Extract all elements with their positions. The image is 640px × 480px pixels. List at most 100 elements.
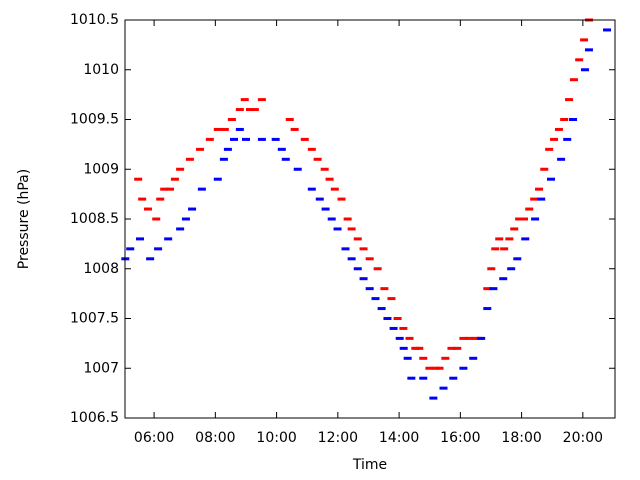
y-axis-label: Pressure (hPa) [16,169,32,269]
x-tick-label: 20:00 [563,430,603,446]
point [293,167,302,171]
point [500,247,509,251]
point [227,118,236,121]
point [395,336,404,340]
point [188,207,197,211]
point [176,227,185,231]
point [399,326,408,330]
point [315,197,324,201]
y-tick-label: 1008 [83,261,119,277]
point [525,207,534,211]
x-tick-label: 06:00 [134,430,174,446]
point [380,287,389,291]
x-tick-label: 10:00 [256,430,296,446]
point [365,287,374,291]
point [235,127,244,131]
y-tick-label: 1007 [83,360,119,376]
y-tick-label: 1009 [83,161,119,177]
point [453,346,462,350]
point [359,277,368,281]
point [580,38,589,42]
point [300,137,309,141]
point [477,336,486,340]
point [257,98,266,102]
point [563,137,572,141]
point [285,118,294,121]
point [181,217,190,221]
point [383,317,392,320]
point [487,267,496,271]
point [507,267,516,271]
point [213,127,222,131]
point [250,108,259,112]
y-tick-label: 1010 [83,62,119,78]
point [569,118,578,121]
point [307,147,316,151]
point [491,247,500,251]
point [515,217,524,221]
point [489,287,498,291]
point [235,108,244,112]
y-tick-label: 1006.5 [70,410,119,426]
point [439,386,448,390]
point [164,237,173,241]
point [327,217,336,221]
point [320,167,329,171]
point [213,177,222,181]
point [371,297,380,301]
point [415,346,424,350]
point [447,346,456,350]
point [393,317,402,320]
point [459,366,468,370]
point [483,307,492,311]
point [205,137,214,141]
point [530,197,539,201]
point [359,247,368,251]
x-tick-label: 12:00 [318,430,358,446]
point [176,167,185,171]
point [330,187,339,191]
point [449,376,458,380]
point [569,78,578,82]
point [347,257,356,261]
point [580,68,589,72]
point [245,108,254,112]
x-tick-label: 14:00 [379,430,419,446]
point [387,297,396,301]
point [419,376,428,380]
point [170,177,179,181]
point [565,98,574,102]
point [495,237,504,241]
point [365,257,374,261]
point [134,177,143,181]
point [459,336,468,340]
x-tick-label: 18:00 [501,430,541,446]
point [560,118,569,121]
point [230,137,239,141]
point [290,127,299,131]
point [146,257,155,261]
point [333,227,342,231]
point [136,237,145,241]
y-tick-label: 1009.5 [70,112,119,128]
point [257,137,266,141]
point [405,336,414,340]
point [152,217,161,221]
point [513,257,522,261]
point [435,366,444,370]
plot-border [124,19,616,419]
y-tick-label: 1008.5 [70,211,119,227]
point [425,366,434,370]
point [575,58,584,62]
point [220,127,229,131]
point [403,356,412,360]
point [223,147,232,151]
point [156,197,165,201]
point [550,137,559,141]
point [521,237,530,241]
point [603,28,612,32]
point [138,197,147,201]
point [240,98,249,102]
point [545,147,554,151]
